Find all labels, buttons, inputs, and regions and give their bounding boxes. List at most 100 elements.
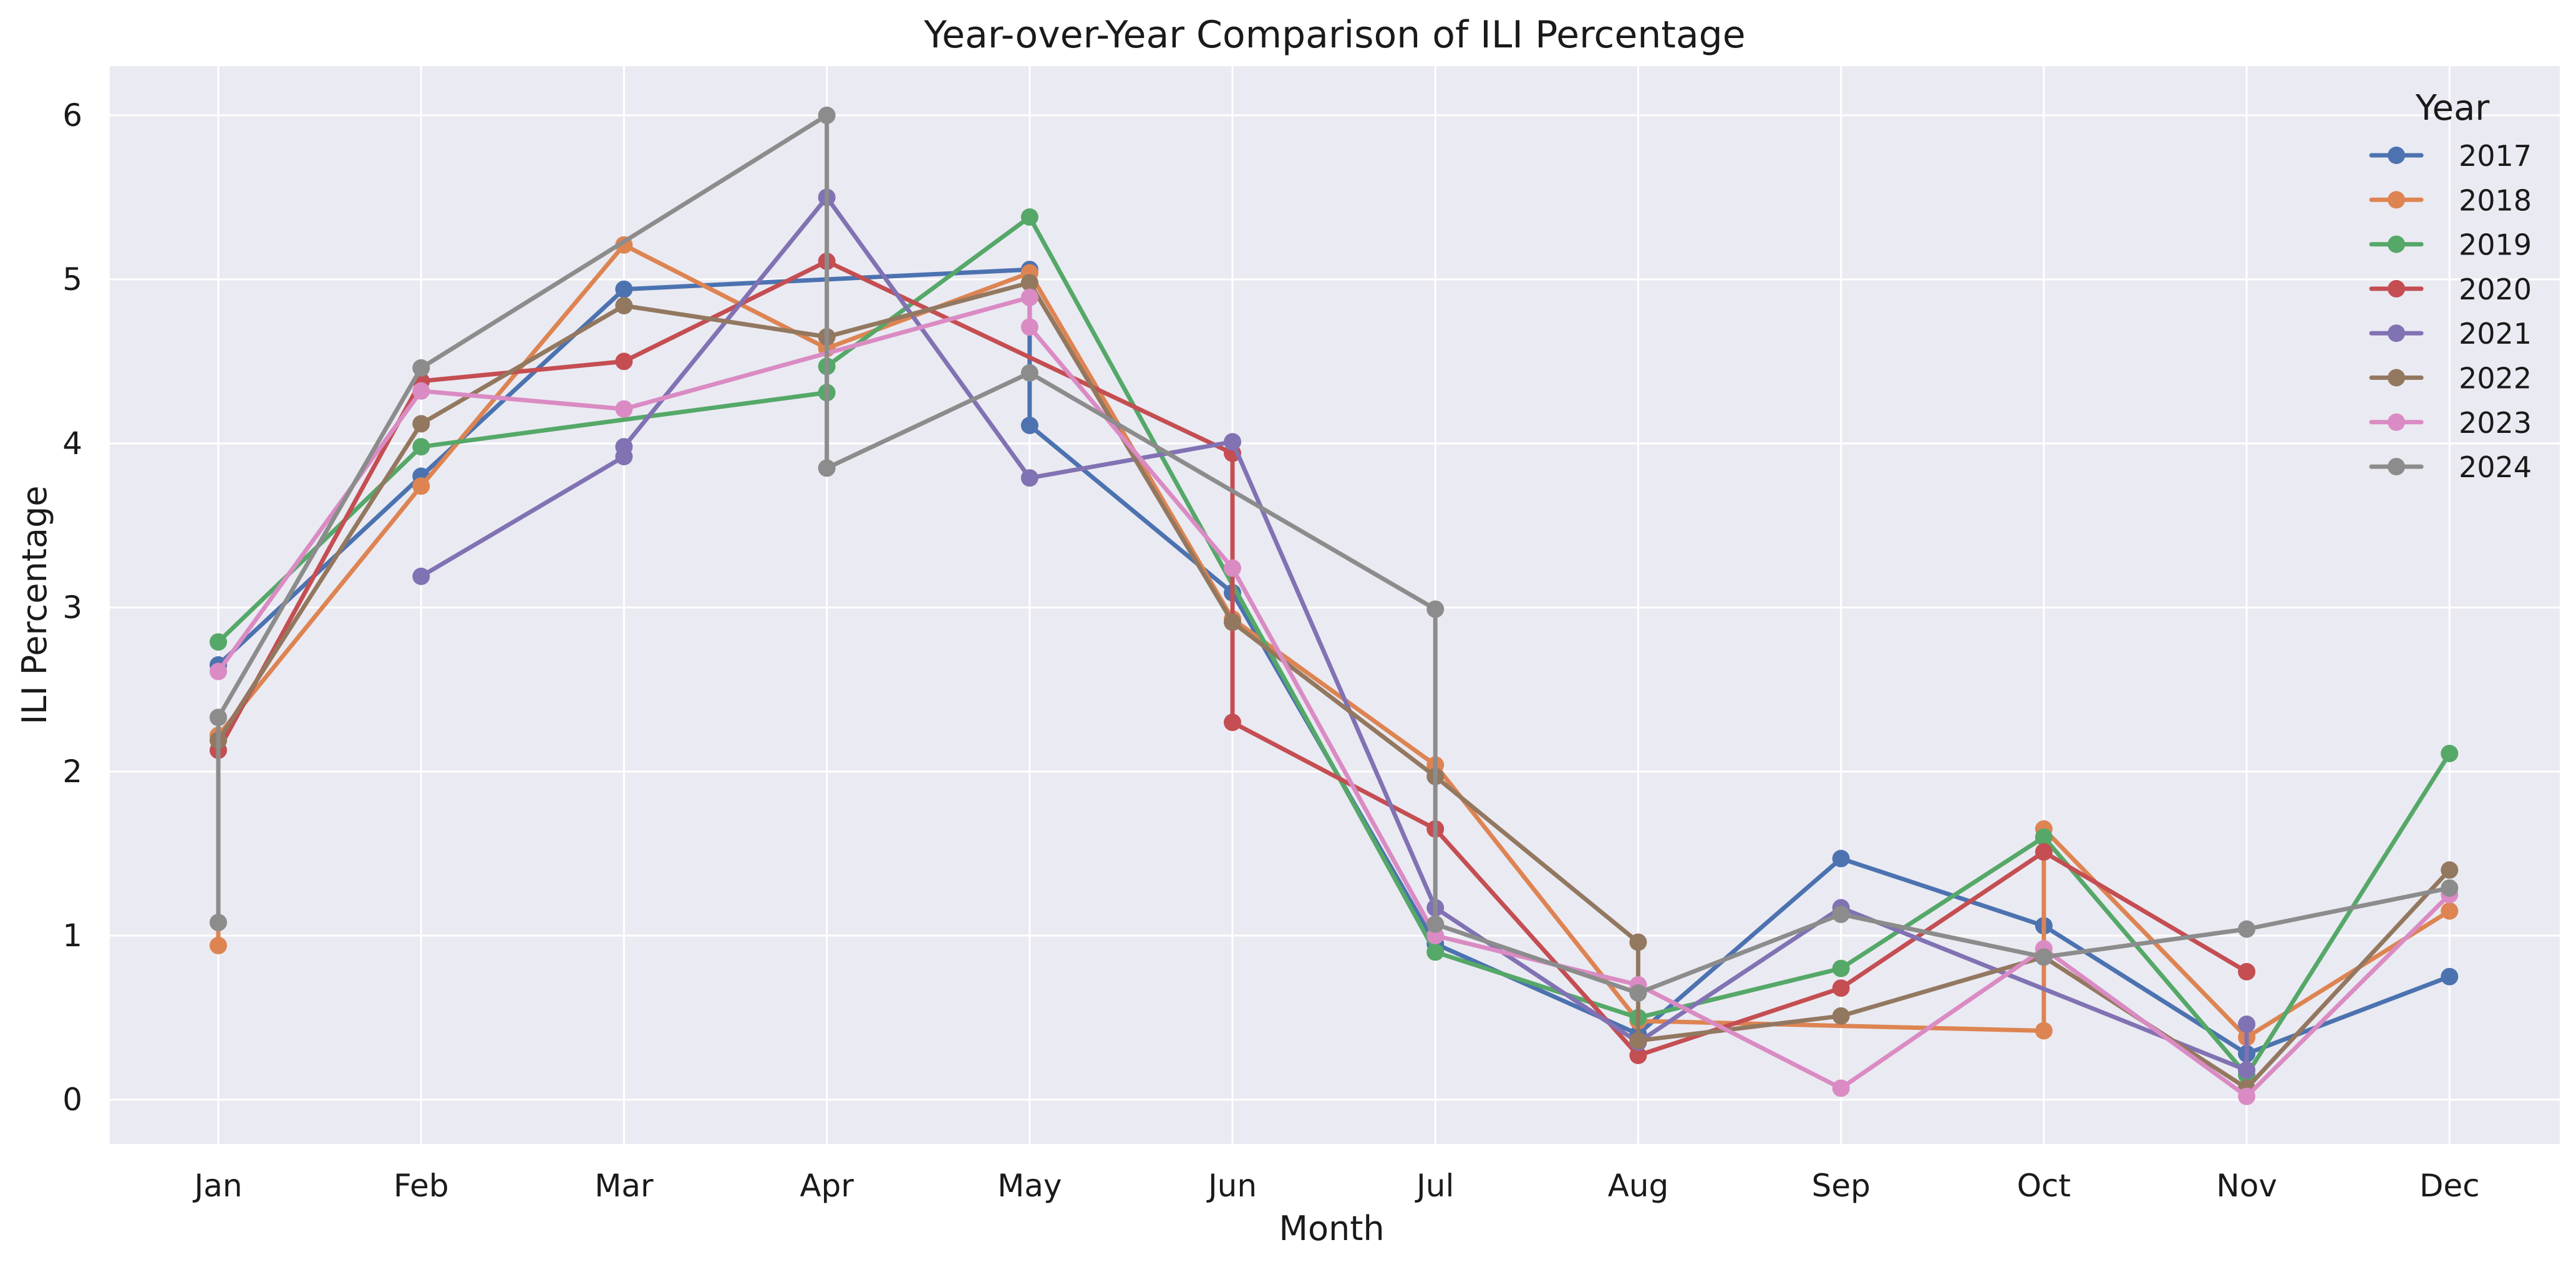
data-point (818, 459, 836, 477)
data-point (615, 297, 633, 314)
series-2021 (412, 188, 2255, 1079)
data-point (1224, 613, 1241, 631)
data-point (2441, 902, 2459, 920)
data-point (1832, 905, 1850, 923)
legend-swatch-marker (2388, 279, 2405, 298)
x-tick-label: Aug (1608, 1168, 1669, 1204)
data-point (2441, 861, 2459, 879)
legend-swatch-marker (2388, 324, 2405, 342)
data-point (1832, 850, 1850, 868)
y-tick-label: 6 (62, 97, 82, 133)
legend-entry: 2018 (2369, 183, 2532, 217)
data-point (2238, 920, 2255, 938)
data-point (1020, 274, 1039, 292)
data-point (1629, 933, 1647, 951)
legend-swatch-marker (2388, 147, 2405, 164)
x-tick-label: Oct (2017, 1168, 2071, 1204)
chart-title: Year-over-Year Comparison of ILI Percent… (923, 13, 1745, 57)
data-point (1020, 208, 1039, 226)
data-point (1832, 959, 1850, 977)
legend-swatch-marker (2388, 369, 2405, 387)
data-point (2238, 962, 2255, 981)
series-2023 (210, 288, 2459, 1105)
legend-title: Year (2415, 88, 2491, 128)
data-point (1224, 559, 1241, 577)
data-point (615, 400, 633, 418)
y-axis-label: ILI Percentage (15, 486, 54, 725)
data-point (2441, 967, 2459, 986)
data-point (412, 359, 430, 377)
legend-label: 2019 (2459, 228, 2532, 262)
x-tick-label: Mar (594, 1168, 654, 1204)
data-point (818, 106, 836, 124)
data-point (1629, 1032, 1647, 1050)
legend-entry: 2024 (2369, 450, 2532, 484)
x-tick-label: Nov (2216, 1168, 2277, 1204)
data-point (1224, 433, 1241, 451)
legend-entry: 2022 (2369, 362, 2532, 395)
legend: Year 2017 2018 2019 2020 2021 2022 2023 2024 (2369, 88, 2532, 484)
legend-label: 2017 (2459, 139, 2532, 173)
legend-entry: 2021 (2369, 317, 2532, 351)
data-point (1629, 984, 1647, 1002)
data-point (1020, 318, 1039, 336)
x-tick-label: Jun (1206, 1168, 1257, 1204)
y-tick-label: 1 (62, 918, 82, 954)
x-axis-label: Month (1279, 1209, 1384, 1248)
legend-entry: 2019 (2369, 228, 2532, 262)
data-point (1426, 600, 1445, 618)
data-point (2035, 828, 2053, 846)
ticks: Jan Feb Mar Apr May Jun Jul Aug Sep Oct Nov Dec 0 1 2 3… (62, 97, 2479, 1204)
legend-entry: 2017 (2369, 139, 2532, 173)
data-point (210, 936, 227, 954)
x-tick-label: Apr (800, 1168, 854, 1204)
data-point (1020, 469, 1039, 487)
x-tick-label: Jul (1415, 1168, 1454, 1204)
legend-swatch-marker (2388, 235, 2405, 253)
legend-label: 2018 (2459, 183, 2532, 217)
data-point (615, 352, 633, 371)
series-layer (210, 106, 2459, 1105)
legend-label: 2022 (2459, 362, 2532, 395)
legend-swatch-marker (2388, 458, 2405, 476)
y-tick-label: 0 (62, 1082, 82, 1118)
legend-label: 2020 (2459, 273, 2532, 306)
data-point (2035, 948, 2053, 966)
data-point (1426, 943, 1445, 961)
data-point (1832, 1079, 1850, 1097)
series-line (216, 295, 2452, 1099)
data-point (1020, 417, 1039, 434)
data-point (2035, 843, 2053, 861)
data-point (412, 568, 430, 585)
data-point (412, 438, 430, 456)
data-point (412, 382, 430, 400)
x-tick-label: Feb (394, 1168, 449, 1204)
x-tick-label: Dec (2419, 1168, 2480, 1204)
legend-entry: 2023 (2369, 406, 2532, 440)
data-point (1426, 915, 1445, 933)
data-point (412, 415, 430, 433)
y-tick-label: 2 (62, 754, 82, 790)
data-point (210, 709, 227, 727)
data-point (2238, 1015, 2255, 1033)
data-point (2238, 1061, 2255, 1079)
legend-label: 2021 (2459, 317, 2532, 351)
data-point (210, 913, 227, 931)
y-tick-label: 5 (62, 261, 82, 298)
data-point (1629, 1047, 1647, 1064)
data-point (615, 280, 633, 298)
series-2020 (210, 253, 2255, 1064)
data-point (615, 438, 633, 456)
data-point (1832, 1007, 1850, 1025)
data-point (412, 477, 430, 495)
data-point (2238, 1087, 2255, 1105)
legend-swatch-marker (2388, 413, 2405, 431)
x-tick-label: Sep (1811, 1168, 1870, 1204)
legend-swatch-marker (2388, 191, 2405, 209)
data-point (1224, 714, 1241, 732)
legend-label: 2023 (2459, 406, 2532, 440)
data-point (1020, 288, 1039, 306)
data-point (1020, 364, 1039, 382)
data-point (2441, 879, 2459, 897)
